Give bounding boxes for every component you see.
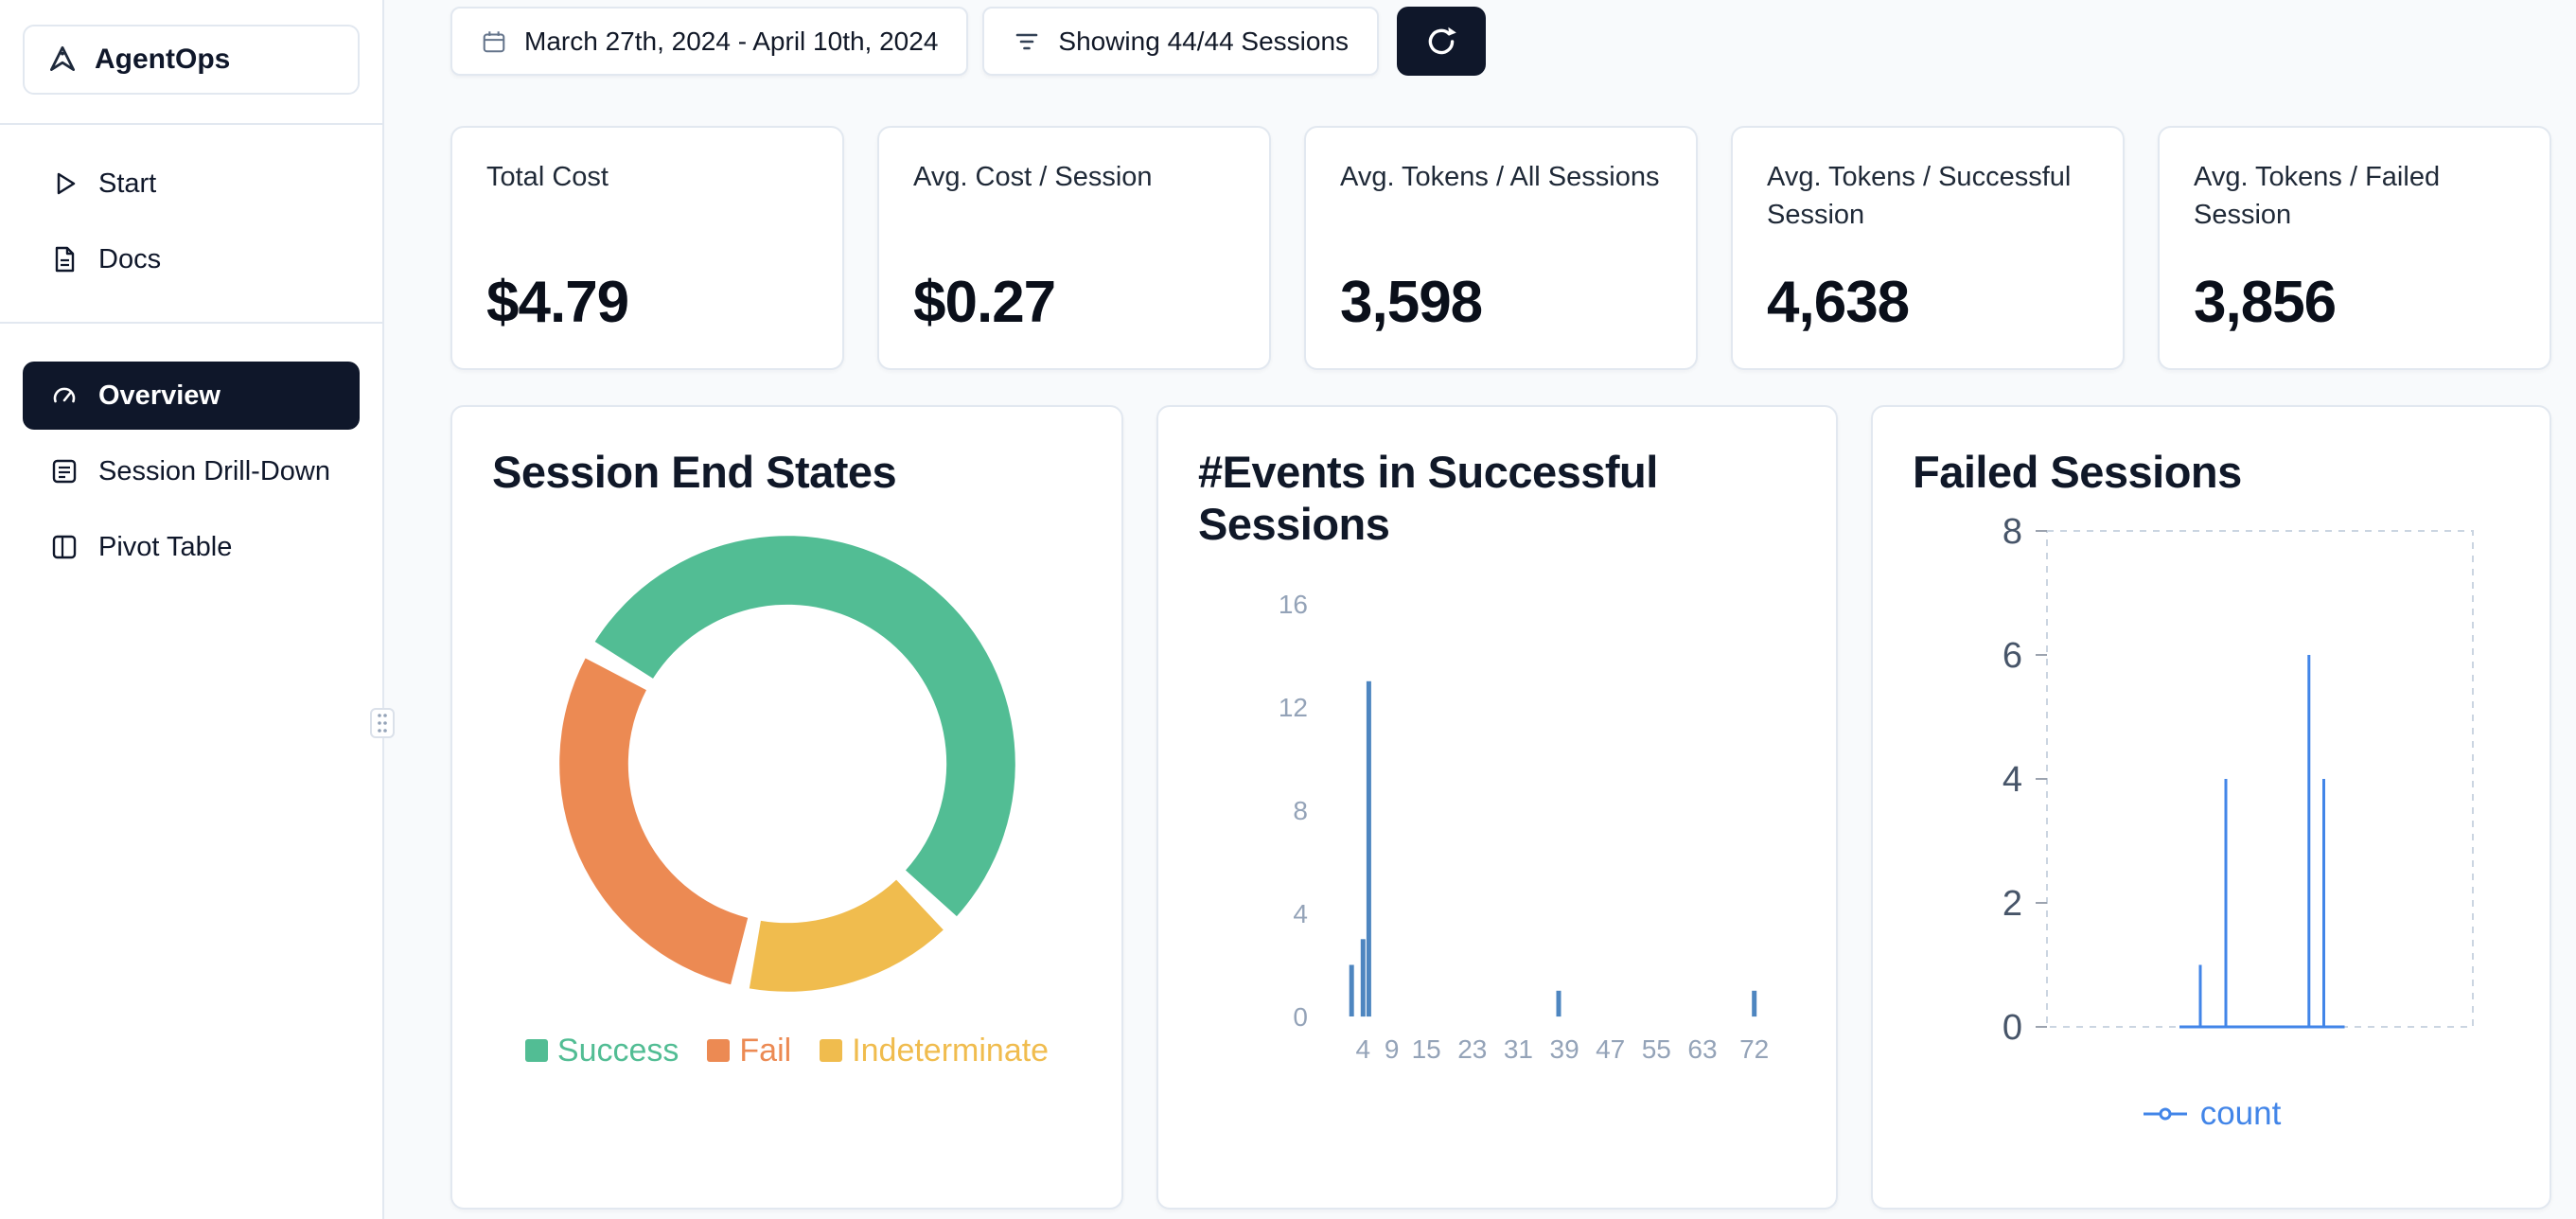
divider [0,322,382,324]
svg-text:63: 63 [1687,1034,1717,1064]
svg-text:23: 23 [1457,1034,1487,1064]
svg-text:15: 15 [1412,1034,1441,1064]
main-content: March 27th, 2024 - April 10th, 2024 Show… [384,0,2576,1219]
chart-title: #Events in Successful Sessions [1198,447,1658,549]
stat-value: 3,856 [2194,270,2337,335]
charts-row: Session End States Success Fail Indetermin… [450,405,2551,1210]
stat-card-total-cost: Total Cost $4.79 [450,126,844,370]
svg-text:0: 0 [1293,1002,1308,1032]
stat-value: 4,638 [1767,270,1910,335]
session-filter-label: Showing 44/44 Sessions [1058,26,1350,56]
sidebar-item-pivot-table[interactable]: Pivot Table [23,513,360,581]
legend-swatch [820,1039,843,1063]
date-range-button[interactable]: March 27th, 2024 - April 10th, 2024 [450,7,969,76]
legend-label: Indeterminate [852,1032,1050,1069]
chart-title: Session End States [492,447,897,497]
stat-card-avg-tokens-successful: Avg. Tokens / Successful Session 4,638 [1731,126,2125,370]
legend-label: Fail [739,1032,792,1069]
svg-text:8: 8 [2003,512,2022,552]
stat-label: Avg. Tokens / Failed Session [2194,162,2441,231]
filter-icon [1016,33,1038,49]
stat-value: $0.27 [913,270,1056,335]
stat-card-avg-cost-session: Avg. Cost / Session $0.27 [877,126,1271,370]
svg-text:0: 0 [2003,1008,2022,1048]
date-range-label: March 27th, 2024 - April 10th, 2024 [524,26,939,56]
legend-label: Success [556,1032,679,1069]
count-legend-label: count [2199,1094,2282,1132]
sidebar-item-label: Docs [98,243,162,274]
svg-text:12: 12 [1279,693,1308,722]
calendar-icon [483,30,505,52]
stat-label: Avg. Cost / Session [913,162,1153,192]
sidebar: AgentOps Start Docs [0,0,395,1219]
svg-text:2: 2 [2003,884,2022,924]
legend-item-success[interactable]: Success [524,1032,679,1069]
sidebar-item-docs[interactable]: Docs [23,225,360,293]
failed-sessions-line-chart[interactable]: 0 2 4 6 8 [1913,506,2510,1082]
svg-text:47: 47 [1596,1034,1625,1064]
svg-text:4: 4 [2003,760,2022,800]
count-line-icon [2143,1107,2187,1121]
svg-text:55: 55 [1642,1034,1671,1064]
chart-title: Failed Sessions [1913,447,2242,497]
legend-item-fail[interactable]: Fail [707,1033,791,1069]
chart-card-failed-sessions: Failed Sessions 0 2 4 6 8 count [1871,405,2551,1210]
sidebar-item-label: Start [98,168,157,199]
sidebar-item-session-drill-down[interactable]: Session Drill-Down [23,437,360,505]
logo[interactable]: AgentOps [23,25,360,95]
document-icon [55,246,75,273]
svg-text:4: 4 [1356,1034,1371,1064]
grip-dots-icon [378,714,387,733]
stat-value: 3,598 [1340,270,1483,335]
chart-card-events-in-successful-sessions: #Events in Successful Sessions 0 4 8 12 16 4 9… [1156,405,1838,1210]
donut-legend: Success Fail Indeterminate [492,1033,1082,1069]
divider [0,123,382,125]
stat-card-avg-tokens-all: Avg. Tokens / All Sessions 3,598 [1304,126,1698,370]
svg-text:72: 72 [1739,1034,1769,1064]
svg-text:31: 31 [1504,1034,1533,1064]
stats-row: Total Cost $4.79 Avg. Cost / Session $0.… [450,126,2551,370]
stat-card-avg-tokens-failed: Avg. Tokens / Failed Session 3,856 [2158,126,2551,370]
refresh-button[interactable] [1397,7,1487,76]
legend-item-indeterminate[interactable]: Indeterminate [820,1033,1049,1069]
app-name: AgentOps [95,44,231,75]
svg-text:4: 4 [1293,899,1308,928]
stat-label: Avg. Tokens / All Sessions [1340,162,1660,192]
chart-card-session-end-states: Session End States Success Fail Indetermin… [450,405,1123,1210]
session-filter-button[interactable]: Showing 44/44 Sessions [982,7,1380,76]
list-icon [52,459,77,484]
legend-swatch [524,1039,548,1063]
stat-label: Avg. Tokens / Successful Session [1767,162,2072,231]
stat-label: Total Cost [486,162,609,192]
stat-value: $4.79 [486,270,629,335]
table-icon [52,535,77,559]
play-icon [57,172,76,195]
gauge-icon [53,387,76,403]
sidebar-item-label: Pivot Table [98,531,233,562]
sidebar-nav: Overview Session Drill-Down Pivot Table [23,362,360,581]
svg-text:9: 9 [1385,1034,1400,1064]
svg-text:39: 39 [1550,1034,1579,1064]
sidebar-resize-handle[interactable] [370,708,395,738]
svg-text:6: 6 [2003,636,2022,676]
legend-swatch [707,1039,731,1063]
refresh-icon [1428,26,1456,54]
svg-text:16: 16 [1279,590,1308,619]
sidebar-item-start[interactable]: Start [23,150,360,218]
sidebar-item-label: Session Drill-Down [98,455,330,486]
toolbar: March 27th, 2024 - April 10th, 2024 Show… [450,7,2551,76]
sidebar-links: Start Docs [23,150,360,293]
agentops-logo-icon [49,45,76,71]
session-end-states-donut-chart[interactable] [543,520,1032,1008]
sidebar-item-overview[interactable]: Overview [23,362,360,430]
svg-text:8: 8 [1293,796,1308,825]
count-legend[interactable]: count [1913,1095,2510,1133]
sidebar-item-label: Overview [98,380,221,411]
